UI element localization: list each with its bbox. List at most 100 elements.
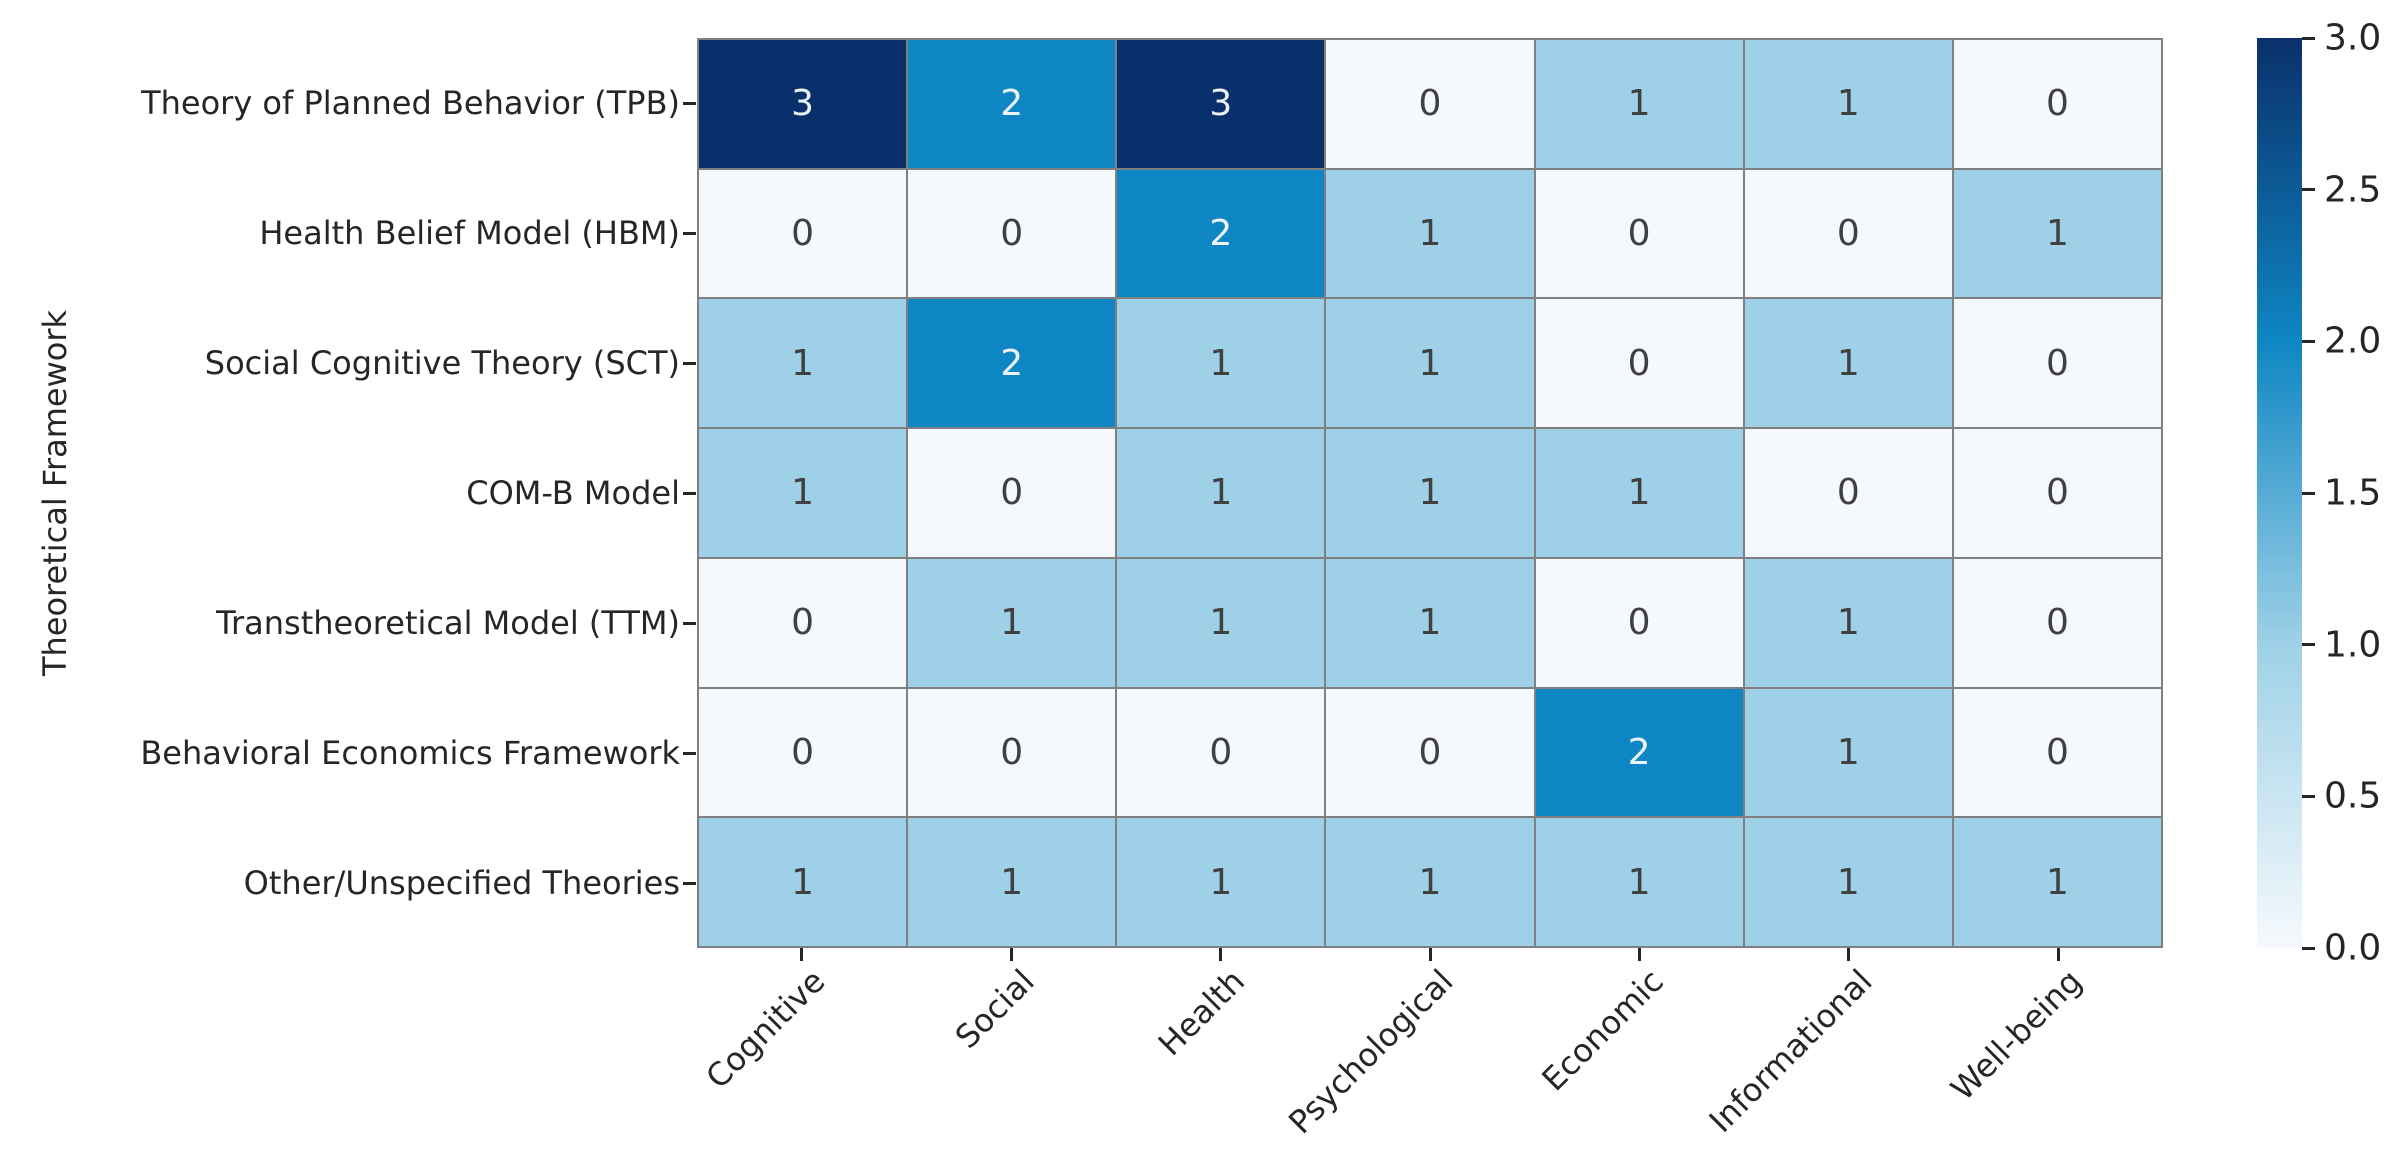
cell-value: 1 bbox=[791, 472, 815, 514]
cell-value: 0 bbox=[2045, 472, 2069, 514]
heatmap-cell: 2 bbox=[1535, 688, 1743, 817]
heatmap-cell: 1 bbox=[908, 558, 1116, 687]
cell-value: 1 bbox=[1000, 861, 1024, 903]
cell-value: 1 bbox=[1209, 472, 1233, 514]
tick-mark bbox=[2056, 948, 2060, 961]
cell-value: 1 bbox=[1209, 861, 1233, 903]
cell-value: 0 bbox=[1000, 472, 1024, 514]
row-label: Other/Unspecified Theories bbox=[243, 864, 680, 902]
tick-mark bbox=[1847, 948, 1851, 961]
colorbar-tick-label: 1.0 bbox=[2324, 624, 2382, 666]
heatmap-cell: 0 bbox=[908, 169, 1116, 298]
heatmap-cell: 0 bbox=[1326, 40, 1534, 168]
tick-mark bbox=[1428, 948, 1432, 961]
colorbar-tick-mark bbox=[2302, 36, 2315, 40]
heatmap-cell: 3 bbox=[699, 40, 907, 168]
tick-mark bbox=[683, 101, 696, 105]
cell-value: 1 bbox=[1836, 602, 1860, 644]
heatmap-grid: 3 2 3 0 1 1 0 0 0 2 1 0 0 1 1 2 1 1 0 1 0 1 0 1 1 1 0 0 0 1 1 1 0 1 0 0 0 0 0 2… bbox=[697, 38, 2163, 948]
heatmap-cell: 0 bbox=[908, 429, 1116, 557]
cell-value: 3 bbox=[791, 83, 815, 125]
heatmap-cell: 0 bbox=[1744, 169, 1952, 298]
cell-value: 1 bbox=[1418, 472, 1442, 514]
heatmap-cell: 0 bbox=[1953, 40, 2161, 168]
tick-mark bbox=[683, 491, 696, 495]
cell-value: 0 bbox=[2045, 83, 2069, 125]
heatmap-cell: 1 bbox=[1535, 429, 1743, 557]
heatmap-cell: 1 bbox=[1117, 818, 1325, 946]
heatmap-cell: 1 bbox=[1744, 299, 1952, 428]
heatmap-cell: 1 bbox=[1744, 558, 1952, 687]
tick-mark bbox=[683, 231, 696, 235]
column-label: Cognitive bbox=[698, 962, 833, 1096]
row-label: COM-B Model bbox=[466, 474, 680, 512]
column-label: Economic bbox=[1533, 962, 1671, 1099]
cell-value: 0 bbox=[2045, 342, 2069, 384]
cell-value: 1 bbox=[1836, 342, 1860, 384]
tick-mark bbox=[683, 361, 696, 365]
colorbar-tick-mark bbox=[2302, 188, 2315, 192]
cell-value: 0 bbox=[1418, 83, 1442, 125]
heatmap-cell: 1 bbox=[699, 818, 907, 946]
y-axis-title: Theoretical Framework bbox=[36, 309, 74, 677]
cell-value: 1 bbox=[1209, 342, 1233, 384]
heatmap-cell: 0 bbox=[1953, 299, 2161, 428]
colorbar-tick-mark bbox=[2302, 491, 2315, 495]
heatmap-cell: 0 bbox=[1535, 299, 1743, 428]
heatmap-cell: 0 bbox=[1953, 558, 2161, 687]
heatmap-cell: 0 bbox=[1953, 688, 2161, 817]
cell-value: 0 bbox=[1000, 731, 1024, 773]
heatmap-cell: 0 bbox=[699, 688, 907, 817]
cell-value: 1 bbox=[2045, 861, 2069, 903]
tick-mark bbox=[683, 621, 696, 625]
heatmap-cell: 1 bbox=[1535, 818, 1743, 946]
heatmap-cell: 1 bbox=[908, 818, 1116, 946]
heatmap-cell: 1 bbox=[1744, 688, 1952, 817]
cell-value: 1 bbox=[1627, 472, 1651, 514]
colorbar-tick-label: 0.5 bbox=[2324, 775, 2382, 817]
cell-value: 0 bbox=[1627, 213, 1651, 255]
cell-value: 1 bbox=[1627, 861, 1651, 903]
tick-mark bbox=[683, 881, 696, 885]
cell-value: 1 bbox=[1836, 83, 1860, 125]
heatmap-cell: 0 bbox=[1117, 688, 1325, 817]
colorbar-tick-label: 2.0 bbox=[2324, 320, 2382, 362]
cell-value: 1 bbox=[1000, 602, 1024, 644]
colorbar-tick-mark bbox=[2302, 946, 2315, 950]
row-label: Theory of Planned Behavior (TPB) bbox=[141, 84, 680, 122]
cell-value: 2 bbox=[1209, 213, 1233, 255]
column-label: Health bbox=[1150, 962, 1252, 1064]
cell-value: 0 bbox=[791, 602, 815, 644]
heatmap-cell: 3 bbox=[1117, 40, 1325, 168]
tick-mark bbox=[1009, 948, 1013, 961]
tick-mark bbox=[683, 751, 696, 755]
colorbar-tick-label: 3.0 bbox=[2324, 17, 2382, 59]
heatmap-cell: 1 bbox=[1326, 299, 1534, 428]
cell-value: 3 bbox=[1209, 83, 1233, 125]
row-label: Transtheoretical Model (TTM) bbox=[216, 604, 680, 642]
heatmap-cell: 0 bbox=[1535, 558, 1743, 687]
cell-value: 1 bbox=[2045, 213, 2069, 255]
heatmap-cell: 1 bbox=[1744, 818, 1952, 946]
heatmap-cell: 1 bbox=[699, 429, 907, 557]
colorbar-tick-label: 0.0 bbox=[2324, 927, 2382, 969]
cell-value: 1 bbox=[1836, 861, 1860, 903]
colorbar-tick-mark bbox=[2302, 794, 2315, 798]
colorbar-tick-mark bbox=[2302, 643, 2315, 647]
cell-value: 0 bbox=[1418, 731, 1442, 773]
heatmap-cell: 2 bbox=[908, 299, 1116, 428]
heatmap-cell: 0 bbox=[1326, 688, 1534, 817]
cell-value: 1 bbox=[1418, 342, 1442, 384]
heatmap-cell: 1 bbox=[699, 299, 907, 428]
cell-value: 1 bbox=[1418, 602, 1442, 644]
cell-value: 1 bbox=[1836, 731, 1860, 773]
heatmap-cell: 1 bbox=[1326, 818, 1534, 946]
cell-value: 1 bbox=[1627, 83, 1651, 125]
heatmap-cell: 1 bbox=[1117, 558, 1325, 687]
heatmap-cell: 1 bbox=[1953, 169, 2161, 298]
heatmap-cell: 1 bbox=[1326, 558, 1534, 687]
heatmap-cell: 0 bbox=[1535, 169, 1743, 298]
row-label: Health Belief Model (HBM) bbox=[259, 214, 680, 252]
cell-value: 1 bbox=[791, 861, 815, 903]
